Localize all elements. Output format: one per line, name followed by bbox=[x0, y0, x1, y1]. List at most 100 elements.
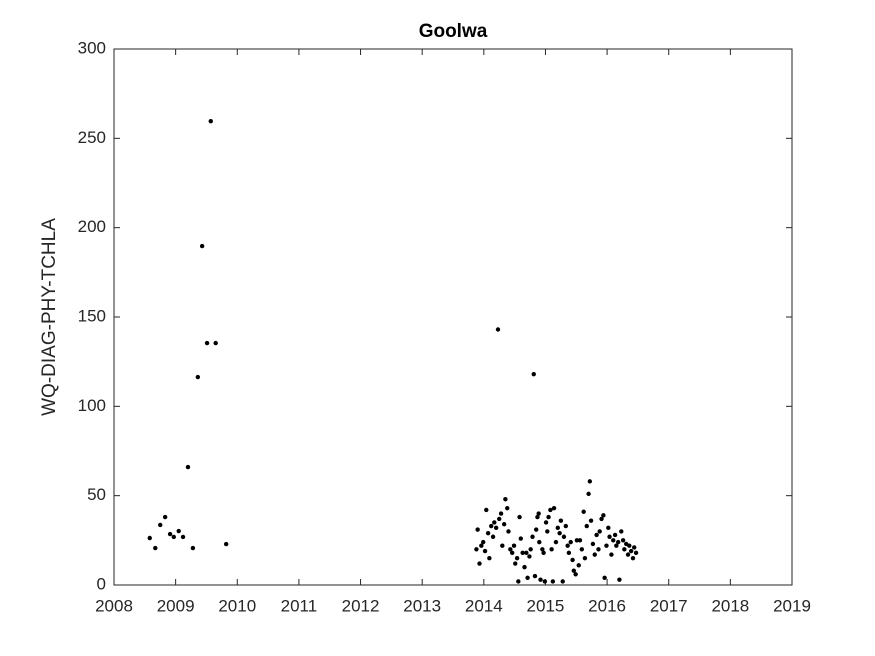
y-axis-label: WQ-DIAG-PHY-TCHLA bbox=[39, 218, 60, 416]
point bbox=[601, 513, 606, 518]
point bbox=[607, 534, 612, 539]
point bbox=[566, 550, 572, 556]
point bbox=[500, 543, 505, 548]
point bbox=[609, 552, 614, 557]
point bbox=[620, 538, 626, 543]
y-tick-label: 50 bbox=[87, 485, 106, 504]
point bbox=[180, 534, 186, 540]
point bbox=[513, 561, 518, 566]
x-tick-label: 2015 bbox=[527, 596, 565, 615]
point bbox=[147, 535, 152, 541]
point bbox=[577, 538, 583, 543]
chart-title: Goolwa bbox=[419, 21, 488, 42]
point bbox=[522, 564, 527, 570]
point bbox=[630, 556, 636, 561]
x-tick-label: 2016 bbox=[588, 596, 626, 615]
point bbox=[503, 497, 508, 502]
y-tick-label: 200 bbox=[78, 217, 106, 236]
point bbox=[485, 530, 491, 536]
point bbox=[516, 579, 521, 584]
point bbox=[597, 529, 602, 534]
point bbox=[582, 556, 588, 561]
point bbox=[549, 547, 554, 552]
point bbox=[528, 547, 533, 552]
point bbox=[576, 563, 581, 568]
point bbox=[571, 568, 577, 573]
point bbox=[568, 539, 573, 545]
point bbox=[625, 552, 631, 557]
x-tick-label: 2009 bbox=[157, 596, 195, 615]
y-tick-label: 0 bbox=[97, 574, 106, 593]
point bbox=[527, 554, 532, 559]
point bbox=[540, 547, 545, 552]
point bbox=[489, 523, 494, 529]
point bbox=[518, 536, 523, 541]
x-tick-label: 2011 bbox=[281, 596, 318, 615]
point bbox=[484, 507, 489, 513]
point bbox=[546, 514, 551, 520]
point bbox=[487, 556, 492, 561]
point bbox=[538, 577, 543, 582]
point bbox=[199, 243, 205, 249]
point bbox=[628, 548, 634, 554]
point bbox=[586, 491, 591, 497]
point bbox=[176, 528, 181, 534]
point bbox=[560, 579, 565, 584]
point bbox=[514, 556, 520, 561]
point bbox=[490, 534, 496, 539]
point bbox=[208, 118, 213, 124]
point bbox=[530, 534, 535, 539]
point bbox=[506, 529, 511, 534]
point bbox=[492, 520, 497, 525]
point bbox=[479, 543, 484, 548]
plot-frame bbox=[113, 48, 793, 586]
point bbox=[584, 523, 589, 529]
point bbox=[531, 371, 536, 377]
point bbox=[588, 518, 594, 523]
point bbox=[555, 525, 560, 531]
point bbox=[204, 340, 210, 346]
point bbox=[536, 511, 541, 516]
point bbox=[501, 522, 507, 527]
point bbox=[190, 545, 196, 551]
point bbox=[542, 579, 548, 584]
point bbox=[574, 538, 580, 543]
point bbox=[617, 577, 622, 582]
point bbox=[558, 518, 564, 523]
point bbox=[505, 505, 510, 511]
point bbox=[474, 547, 479, 552]
point bbox=[497, 516, 502, 522]
point bbox=[475, 527, 480, 532]
point bbox=[557, 530, 562, 536]
point bbox=[508, 547, 513, 552]
point bbox=[563, 523, 568, 529]
point bbox=[627, 543, 632, 548]
point bbox=[611, 538, 616, 543]
point bbox=[195, 374, 201, 380]
point bbox=[551, 505, 557, 511]
point bbox=[223, 541, 229, 547]
x-tick-label: 2019 bbox=[773, 596, 811, 615]
point bbox=[524, 550, 529, 556]
point bbox=[590, 541, 596, 547]
point bbox=[213, 340, 218, 346]
y-tick-label: 100 bbox=[78, 396, 106, 415]
point bbox=[587, 479, 593, 484]
point bbox=[167, 531, 173, 537]
point bbox=[541, 550, 546, 556]
point bbox=[534, 527, 539, 532]
point bbox=[495, 327, 501, 332]
point bbox=[606, 525, 611, 531]
point bbox=[481, 539, 486, 545]
point bbox=[545, 529, 550, 534]
point bbox=[171, 534, 176, 540]
point bbox=[579, 547, 585, 552]
point bbox=[158, 522, 163, 528]
point bbox=[602, 575, 607, 581]
point bbox=[482, 548, 488, 554]
point bbox=[561, 534, 567, 539]
x-tick-label: 2008 bbox=[95, 596, 133, 615]
point bbox=[520, 550, 525, 556]
x-tick-label: 2018 bbox=[711, 596, 749, 615]
